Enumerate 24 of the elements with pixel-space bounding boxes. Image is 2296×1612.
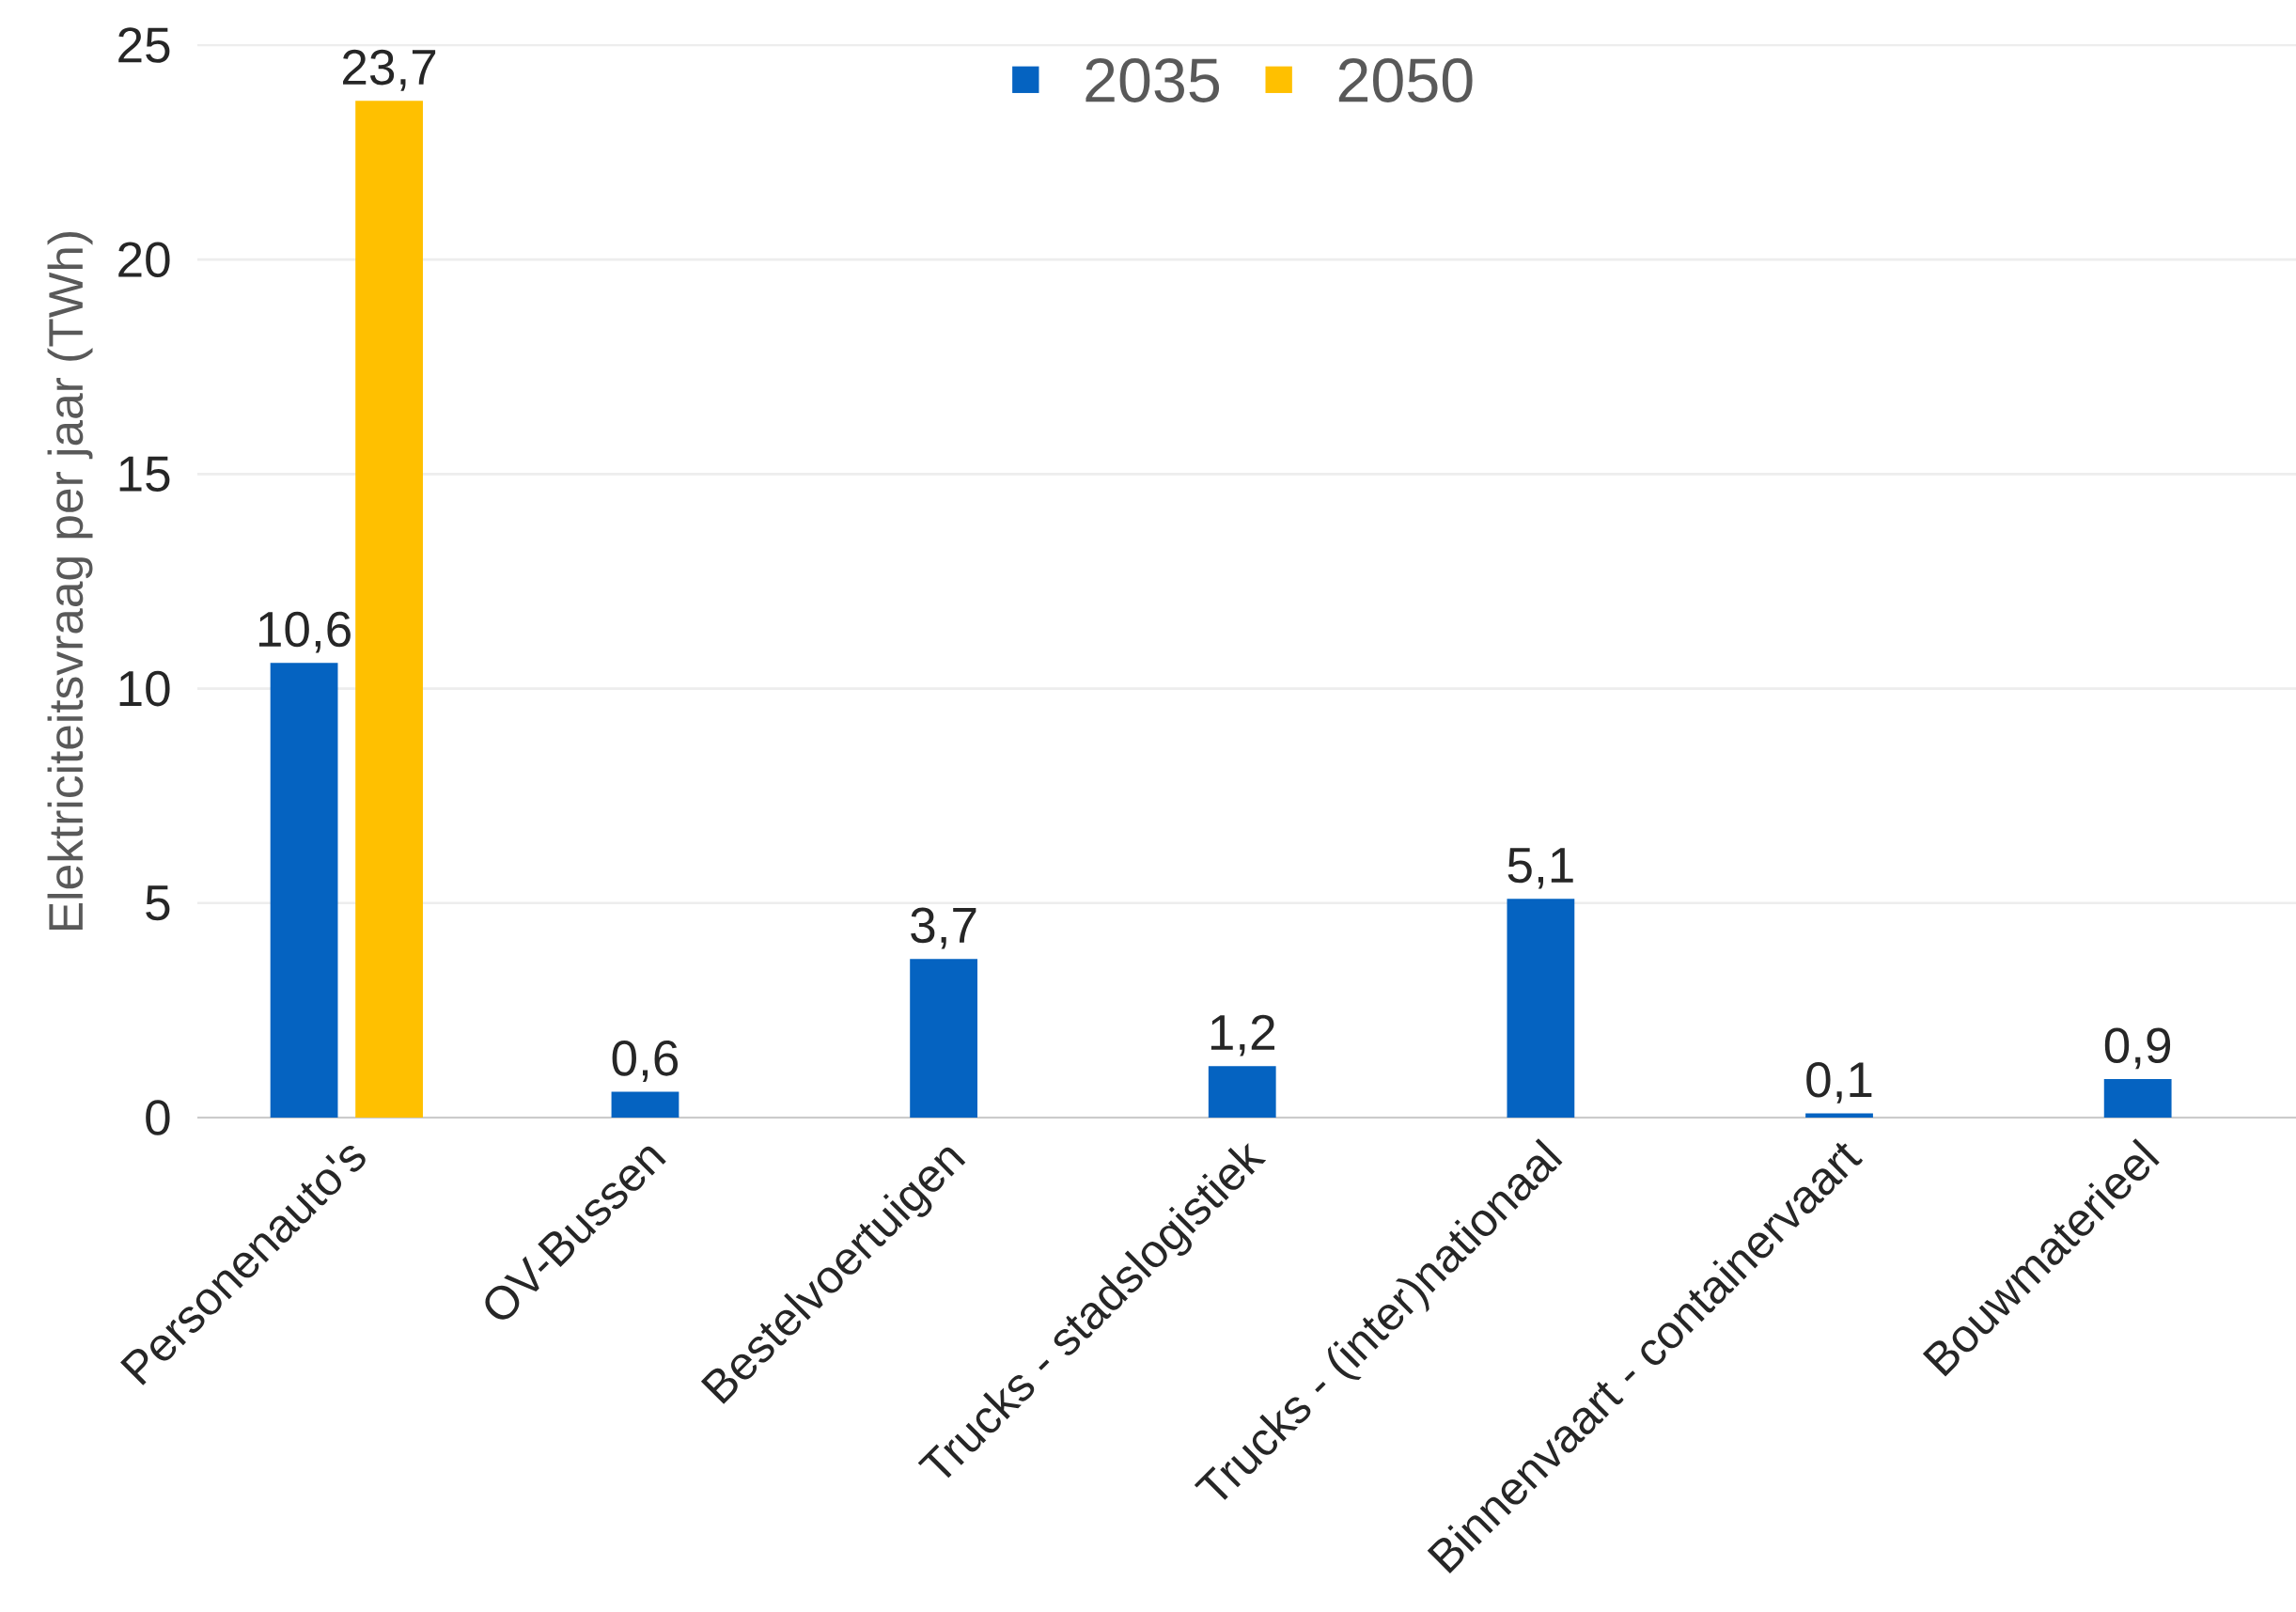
y-tick-label: 25: [118, 27, 170, 63]
data-label: 23,7: [343, 49, 436, 91]
y-tick-label: 15: [119, 456, 170, 492]
bar: [355, 101, 423, 1118]
bar: [1208, 1066, 1276, 1118]
bar: [611, 1091, 679, 1118]
y-axis-title: Elektriciteitsvraag per jaar (TWh): [47, 232, 93, 930]
legend-label: 2035: [1086, 57, 1220, 102]
bar: [910, 959, 977, 1118]
bar: [1507, 899, 1575, 1118]
y-tick-label: 20: [118, 242, 170, 277]
data-label: 10,6: [258, 611, 351, 653]
data-label: 3,7: [911, 907, 976, 949]
data-label: 1,2: [1210, 1014, 1274, 1056]
data-label: 0,1: [1806, 1061, 1872, 1103]
bar: [2103, 1078, 2172, 1118]
data-label: 0,9: [2104, 1027, 2171, 1070]
y-tick-label: 0: [146, 1100, 170, 1135]
bar: [1805, 1113, 1873, 1118]
y-tick-label: 10: [119, 670, 170, 707]
data-label: 5,1: [1507, 848, 1573, 889]
legend-label: 2050: [1338, 57, 1473, 102]
data-label: 0,6: [612, 1041, 679, 1082]
y-tick-label: 5: [146, 885, 170, 921]
